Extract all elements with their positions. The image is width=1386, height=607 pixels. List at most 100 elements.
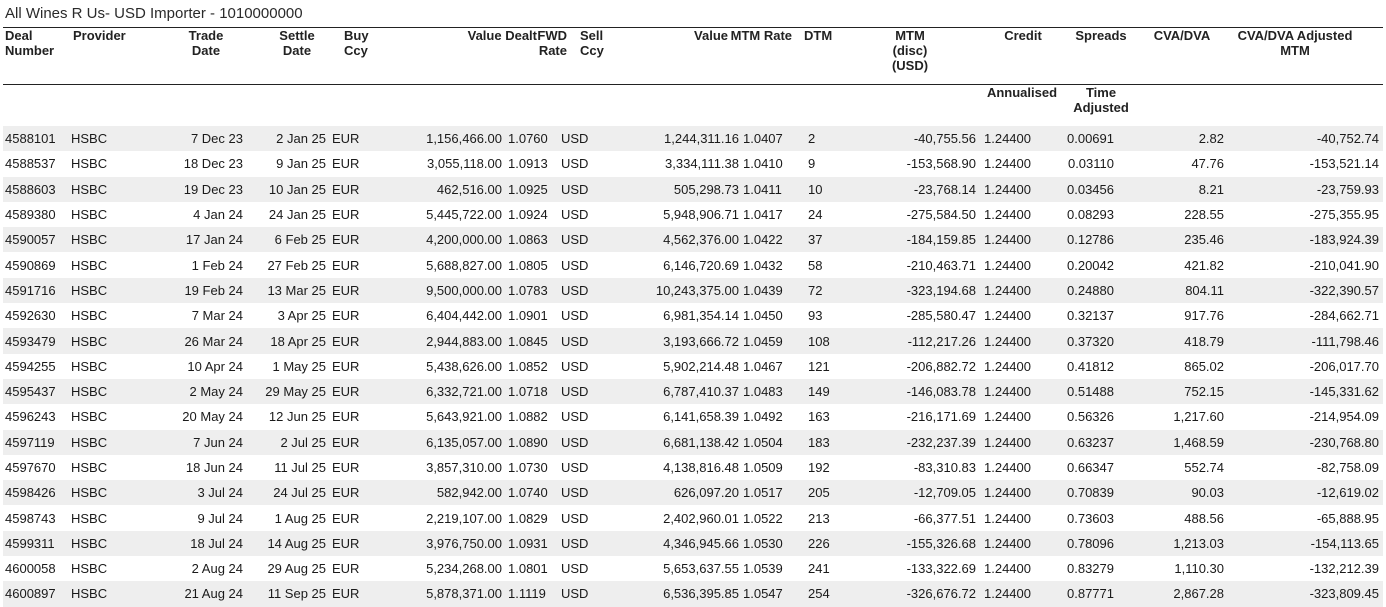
cell-settle-date: 10 Jan 25 [245,176,332,202]
cell-cva-dva-adjusted: -132,212.39 [1228,556,1383,582]
cell-mtm-rate: 1.0517 [743,480,794,506]
header-line: Value Dealt [467,28,537,43]
cell-deal-number: 4592630 [3,303,71,329]
cell-deal-number: 4588101 [3,126,71,152]
cell-value-dealt: 4,200,000.00 [382,227,508,253]
cell-cva-dva-adjusted: -284,662.71 [1228,303,1383,329]
cell-value-dealt: 582,942.00 [382,480,508,506]
cell-spreads: 0.24880 [1048,277,1126,304]
cell-credit: 1.24400 [984,252,1048,278]
cell-spreads: 0.12786 [1048,227,1126,253]
cell-dtm: 192 [794,454,854,481]
cell-credit: 1.24400 [984,505,1048,531]
cell-credit: 1.24400 [984,328,1048,354]
cell-provider: HSBC [71,378,135,405]
cell-value: 3,334,111.38 [621,151,743,177]
cell-cva-dva-adjusted: -275,355.95 [1228,201,1383,228]
cell-value-dealt: 2,944,883.00 [382,328,508,354]
cell-cva-dva-adjusted: -230,768.80 [1228,429,1383,455]
cell-dtm: 24 [794,201,854,228]
header-line: Settle [279,28,315,43]
cell-provider: HSBC [71,252,135,278]
cell-cva-dva-adjusted: -153,521.14 [1228,151,1383,177]
cell-credit: 1.24400 [984,429,1048,455]
cell-mtm-disc: -83,310.83 [854,454,984,481]
cell-provider: HSBC [71,454,135,481]
cell-spreads: 0.66347 [1048,454,1126,481]
cell-spreads: 0.63237 [1048,429,1126,455]
cell-settle-date: 1 Aug 25 [245,505,332,531]
cell-mtm-rate: 1.0509 [743,454,794,481]
cell-mtm-rate: 1.0547 [743,581,794,607]
cell-mtm-rate: 1.0522 [743,505,794,531]
cell-settle-date: 13 Mar 25 [245,277,332,304]
cell-cva-dva-adjusted: -145,331.62 [1228,378,1383,405]
cell-settle-date: 12 Jun 25 [245,404,332,430]
cell-fwd-rate: 1.0718 [508,378,559,405]
cell-mtm-disc: -323,194.68 [854,277,984,304]
cell-sell-ccy: USD [559,277,621,304]
cell-spreads: 0.56326 [1048,404,1126,430]
cell-cva-dva: 1,110.30 [1126,556,1228,582]
cell-dtm: 163 [794,404,854,430]
cell-buy-ccy: EUR [332,530,382,557]
cell-dtm: 205 [794,480,854,506]
cell-mtm-disc: -285,580.47 [854,303,984,329]
table-row: 4596243 HSBC 20 May 24 12 Jun 25 EUR 5,643,92… [3,404,1383,430]
cell-value: 6,787,410.37 [621,378,743,405]
cell-provider: HSBC [71,480,135,506]
cell-buy-ccy: EUR [332,201,382,228]
col-header-spreads: Spreads [1070,28,1132,43]
cell-deal-number: 4595437 [3,378,71,405]
cell-buy-ccy: EUR [332,556,382,582]
cell-cva-dva: 552.74 [1126,454,1228,481]
cell-value-dealt: 5,878,371.00 [382,581,508,607]
cell-buy-ccy: EUR [332,151,382,177]
cell-credit: 1.24400 [984,353,1048,379]
cell-credit: 1.24400 [984,530,1048,557]
cell-dtm: 10 [794,176,854,202]
report-title: All Wines R Us- USD Importer - 101000000… [5,5,303,22]
cell-credit: 1.24400 [984,303,1048,329]
cell-value: 626,097.20 [621,480,743,506]
cell-fwd-rate: 1.0863 [508,227,559,253]
col-subheader-annualised: Annualised [982,85,1062,100]
cell-sell-ccy: USD [559,404,621,430]
deal-rows: 4588101 HSBC 7 Dec 23 2 Jan 25 EUR 1,156,466.… [3,126,1383,607]
cell-sell-ccy: USD [559,429,621,455]
cell-cva-dva-adjusted: -65,888.95 [1228,505,1383,531]
cell-deal-number: 4590057 [3,227,71,253]
cell-buy-ccy: EUR [332,378,382,405]
cell-provider: HSBC [71,151,135,177]
header-top-rule [3,27,1383,28]
cell-value-dealt: 5,234,268.00 [382,556,508,582]
cell-trade-date: 2 May 24 [135,378,245,405]
cell-deal-number: 4588603 [3,176,71,202]
cell-trade-date: 3 Jul 24 [135,480,245,506]
cell-value: 1,244,311.16 [621,126,743,152]
cell-value: 5,948,906.71 [621,201,743,228]
cell-spreads: 0.41812 [1048,353,1126,379]
cell-trade-date: 7 Dec 23 [135,126,245,152]
table-row: 4597119 HSBC 7 Jun 24 2 Jul 25 EUR 6,135,057.… [3,429,1383,455]
cell-fwd-rate: 1.0931 [508,530,559,557]
cell-spreads: 0.08293 [1048,201,1126,228]
col-header-fwd-rate: FWD Rate [525,28,567,58]
header-line: Spreads [1075,28,1127,43]
header-line: CVA/DVA Adjusted [1237,28,1353,43]
cell-spreads: 0.83279 [1048,556,1126,582]
cell-provider: HSBC [71,556,135,582]
cell-value: 6,681,138.42 [621,429,743,455]
cell-fwd-rate: 1.0801 [508,556,559,582]
table-row: 4598743 HSBC 9 Jul 24 1 Aug 25 EUR 2,219,107.… [3,505,1383,531]
cell-spreads: 0.37320 [1048,328,1126,354]
cell-spreads: 0.70839 [1048,480,1126,506]
cell-trade-date: 4 Jan 24 [135,201,245,228]
header-line: MTM [1280,43,1310,58]
cell-value-dealt: 3,055,118.00 [382,151,508,177]
cell-spreads: 0.03456 [1048,176,1126,202]
table-row: 4590057 HSBC 17 Jan 24 6 Feb 25 EUR 4,200,000… [3,227,1383,253]
cell-value-dealt: 3,857,310.00 [382,454,508,481]
cell-sell-ccy: USD [559,328,621,354]
cell-sell-ccy: USD [559,556,621,582]
